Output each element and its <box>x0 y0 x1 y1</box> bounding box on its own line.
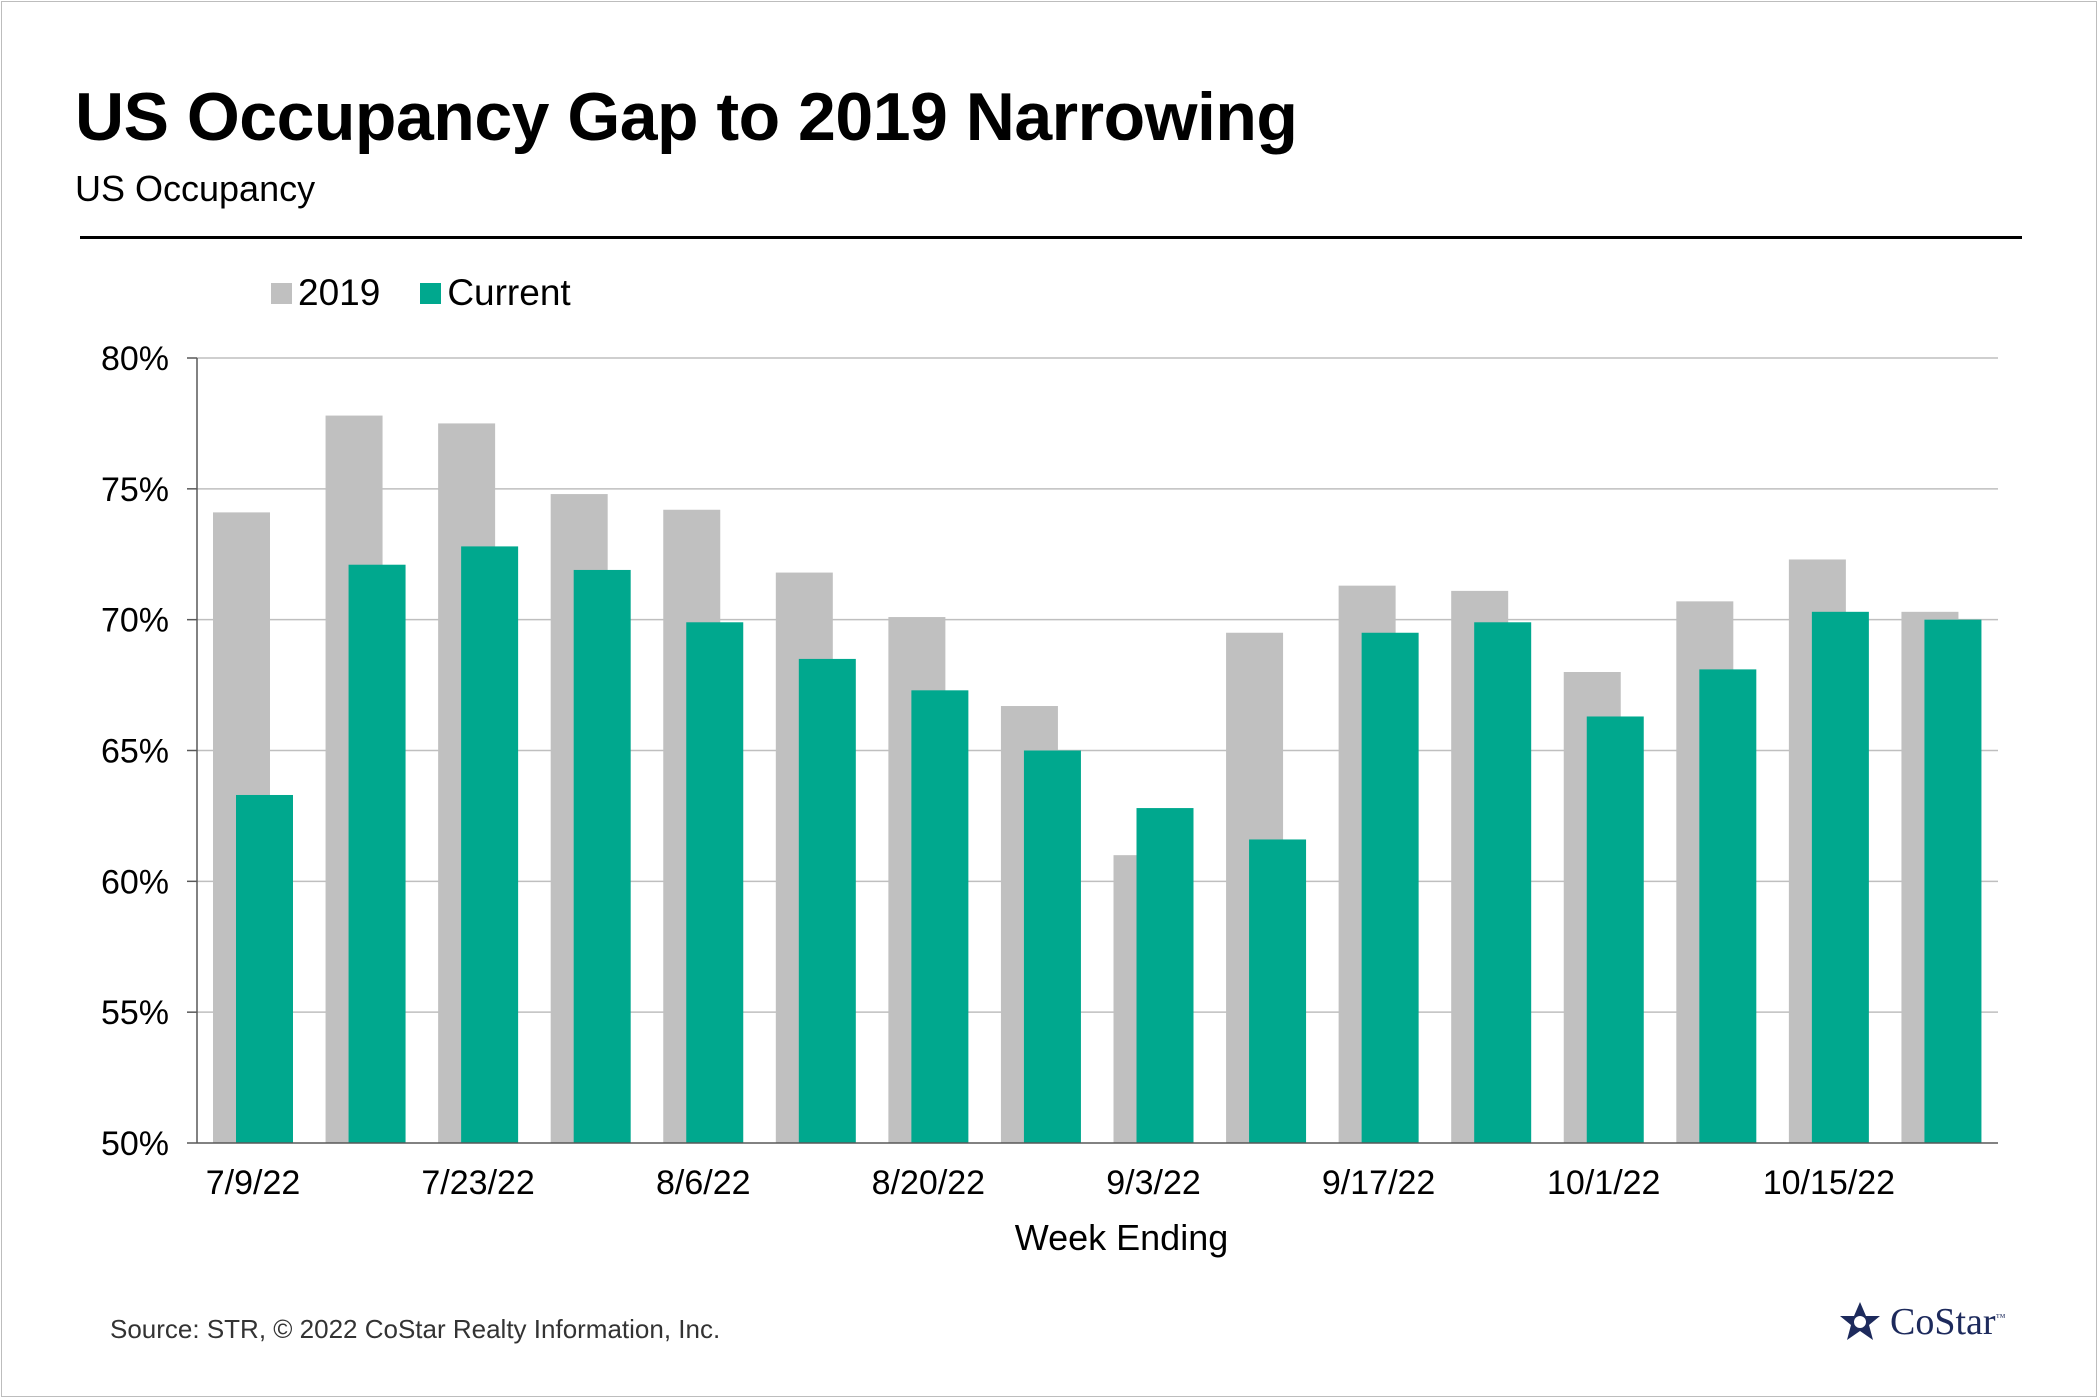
bar-current-13 <box>1699 669 1757 1143</box>
legend-label-2019: 2019 <box>298 272 381 313</box>
legend: 2019 Current <box>271 272 611 314</box>
costar-logo: CoStar™ <box>1838 1300 2005 1344</box>
legend-swatch-2019 <box>271 282 292 304</box>
costar-star-icon <box>1840 1302 1880 1340</box>
bar-current-14 <box>1811 611 1869 1143</box>
bar-current-5 <box>798 658 856 1143</box>
x-tick-label-2: 7/23/22 <box>421 1164 534 1202</box>
bar-current-9 <box>1249 839 1307 1143</box>
y-tick-label-50: 50% <box>101 1125 169 1163</box>
bar-current-11 <box>1474 622 1532 1143</box>
legend-item-2019: 2019 <box>271 272 380 314</box>
bar-current-15 <box>1924 619 1982 1143</box>
legend-swatch-current <box>420 282 442 304</box>
chart-subtitle: US Occupancy <box>75 168 316 209</box>
y-tick-label-55: 55% <box>101 994 169 1032</box>
y-tick-label-60: 60% <box>101 863 169 901</box>
chart-title: US Occupancy Gap to 2019 Narrowing <box>75 79 1298 155</box>
bar-current-4 <box>686 622 744 1143</box>
x-tick-label-6: 8/20/22 <box>872 1164 985 1202</box>
y-tick-label-70: 70% <box>101 602 169 640</box>
bar-current-10 <box>1361 632 1419 1143</box>
bar-current-12 <box>1586 716 1644 1143</box>
x-tick-label-8: 9/3/22 <box>1106 1164 1201 1202</box>
bar-current-1 <box>348 564 406 1143</box>
y-tick-label-65: 65% <box>101 733 169 771</box>
title-divider <box>80 236 2022 239</box>
bar-current-6 <box>911 690 969 1143</box>
x-tick-label-12: 10/1/22 <box>1547 1164 1660 1202</box>
bar-current-0 <box>236 794 293 1143</box>
y-tick-label-75: 75% <box>101 471 169 509</box>
legend-label-current: Current <box>447 272 571 313</box>
x-tick-label-14: 10/15/22 <box>1763 1164 1895 1202</box>
x-tick-label-0: 7/9/22 <box>206 1164 301 1202</box>
x-tick-label-10: 9/17/22 <box>1322 1164 1435 1202</box>
bar-current-7 <box>1023 750 1081 1143</box>
legend-item-current: Current <box>420 272 571 314</box>
logo-text: CoStar™ <box>1890 1301 2006 1343</box>
y-tick-label-80: 80% <box>101 340 169 378</box>
x-axis-title: Week Ending <box>1015 1217 1228 1258</box>
x-tick-label-4: 8/6/22 <box>656 1164 751 1202</box>
bar-current-3 <box>573 569 631 1143</box>
bar-current-2 <box>461 546 519 1143</box>
bar-current-8 <box>1136 808 1194 1143</box>
source-note: Source: STR, © 2022 CoStar Realty Inform… <box>110 1314 721 1344</box>
